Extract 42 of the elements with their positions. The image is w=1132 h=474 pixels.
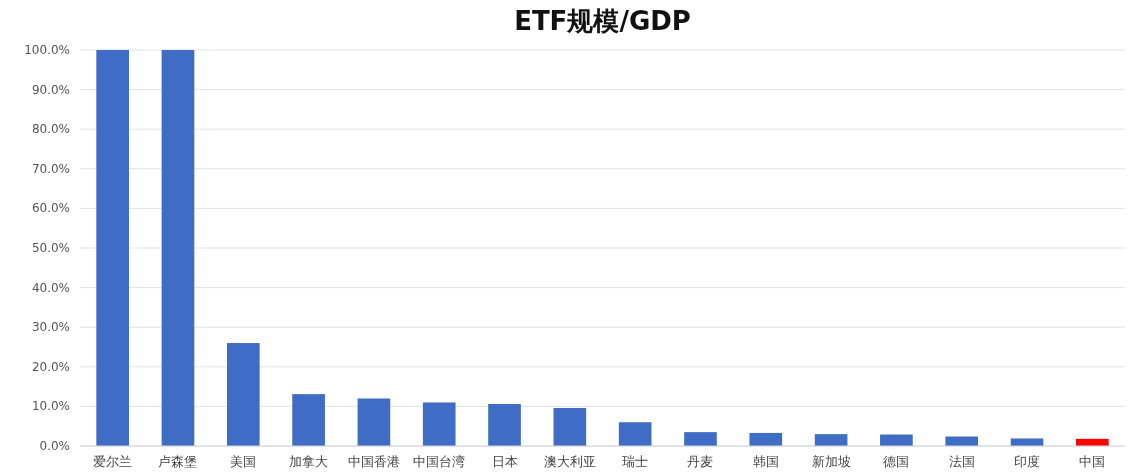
x-tick-label: 日本 [491,454,518,469]
bar [357,398,391,446]
x-tick-label: 韩国 [752,454,779,469]
x-tick-label: 美国 [230,454,257,469]
y-tick-label: 60.0% [31,201,70,216]
bar [96,50,129,446]
x-tick-label: 卢森堡 [158,454,198,469]
bar [422,402,456,446]
bar [814,434,848,446]
x-tick-label: 法国 [948,454,975,469]
y-tick-label: 40.0% [31,280,70,295]
x-tick-label: 新加坡 [811,454,851,469]
x-tick-label: 中国 [1079,454,1106,469]
x-tick-label: 中国台湾 [413,454,466,469]
y-tick-label: 50.0% [31,241,70,255]
bar [292,394,325,446]
y-tick-label: 0.0% [39,439,70,453]
y-tick-label: 10.0% [31,399,70,414]
bar [1010,438,1044,446]
bar [226,343,260,446]
x-tick-label: 加拿大 [289,454,329,469]
bar [553,407,587,446]
y-tick-label: 70.0% [31,161,70,176]
y-tick-label: 90.0% [31,82,70,97]
x-tick-label: 爱尔兰 [93,454,133,469]
x-tick-label: 中国香港 [347,454,400,469]
bar [488,404,521,446]
x-tick-label: 澳大利亚 [543,454,596,469]
x-tick-label: 丹麦 [687,454,714,469]
bar [684,432,717,446]
y-tick-label: 20.0% [31,359,70,374]
y-tick-label: 100.0% [24,43,70,57]
bar [161,50,195,446]
y-tick-label: 30.0% [31,320,70,335]
x-tick-label: 瑞士 [622,454,649,469]
y-tick-label: 80.0% [31,122,70,137]
chart-title: ETF规模/GDP [514,6,691,36]
bar [945,436,979,446]
bar [618,422,652,446]
x-tick-label: 印度 [1014,454,1041,469]
bar [749,432,783,446]
x-tick-label: 德国 [883,454,910,469]
